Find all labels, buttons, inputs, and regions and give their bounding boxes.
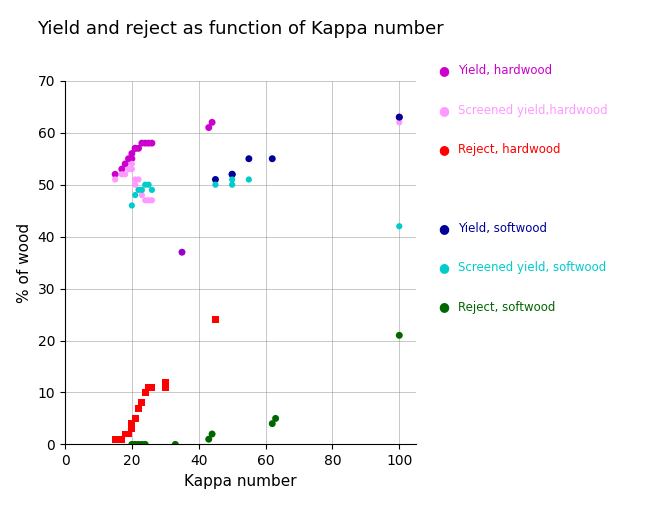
Point [136,191,147,199]
Point [394,113,404,121]
Point [210,181,220,189]
Text: ●: ● [439,300,450,314]
Point [394,331,404,339]
Point [120,430,131,438]
Point [130,144,140,153]
Text: Yield, softwood: Yield, softwood [458,222,547,235]
Point [227,181,237,189]
Text: ●: ● [439,222,450,235]
Point [127,420,137,428]
Point [210,175,220,183]
Text: Screened yield,hardwood: Screened yield,hardwood [458,104,608,117]
Point [394,113,404,121]
Point [227,170,237,178]
Point [124,430,134,438]
Point [394,222,404,230]
Point [147,186,157,194]
Text: ●: ● [439,64,450,77]
Point [133,404,144,412]
Point [144,181,154,189]
Point [124,165,134,173]
Point [136,186,147,194]
Point [394,118,404,126]
Point [160,383,170,391]
Point [120,170,131,178]
Text: ●: ● [439,104,450,117]
Point [140,139,150,147]
Point [144,383,154,391]
Text: Reject, softwood: Reject, softwood [458,300,556,314]
Point [244,175,254,183]
Text: Yield, hardwood: Yield, hardwood [458,64,552,77]
Point [133,186,144,194]
Point [110,435,120,443]
Point [110,170,120,178]
Point [136,440,147,448]
Point [116,165,127,173]
Point [127,440,137,448]
Point [133,440,144,448]
Point [130,191,140,199]
Text: Screened yield, softwood: Screened yield, softwood [458,261,606,274]
Point [140,196,150,205]
Point [203,435,214,443]
Point [127,149,137,158]
Point [140,388,150,396]
Point [227,175,237,183]
Point [133,175,144,183]
Point [140,181,150,189]
Point [207,118,217,126]
Point [110,175,120,183]
Point [136,139,147,147]
Point [130,415,140,423]
Point [127,155,137,163]
Text: ●: ● [439,143,450,156]
Point [140,440,150,448]
Point [270,415,281,423]
Point [144,196,154,205]
Point [130,181,140,189]
Point [267,155,278,163]
Point [124,155,134,163]
Point [127,160,137,168]
Point [244,155,254,163]
Text: Yield and reject as function of Kappa number: Yield and reject as function of Kappa nu… [37,20,444,38]
Point [160,378,170,386]
Point [127,425,137,433]
Point [127,201,137,210]
X-axis label: Kappa number: Kappa number [184,474,297,489]
Point [177,248,187,256]
Point [130,175,140,183]
Point [147,139,157,147]
Point [147,383,157,391]
Point [170,440,181,448]
Point [127,165,137,173]
Point [116,435,127,443]
Point [227,170,237,178]
Point [136,399,147,407]
Point [210,316,220,324]
Point [116,170,127,178]
Point [133,144,144,153]
Point [144,139,154,147]
Point [203,124,214,132]
Point [120,160,131,168]
Point [130,440,140,448]
Point [267,420,278,428]
Y-axis label: % of wood: % of wood [17,223,32,302]
Point [130,144,140,153]
Text: ●: ● [439,261,450,274]
Point [147,196,157,205]
Text: Reject, hardwood: Reject, hardwood [458,143,561,156]
Point [207,430,217,438]
